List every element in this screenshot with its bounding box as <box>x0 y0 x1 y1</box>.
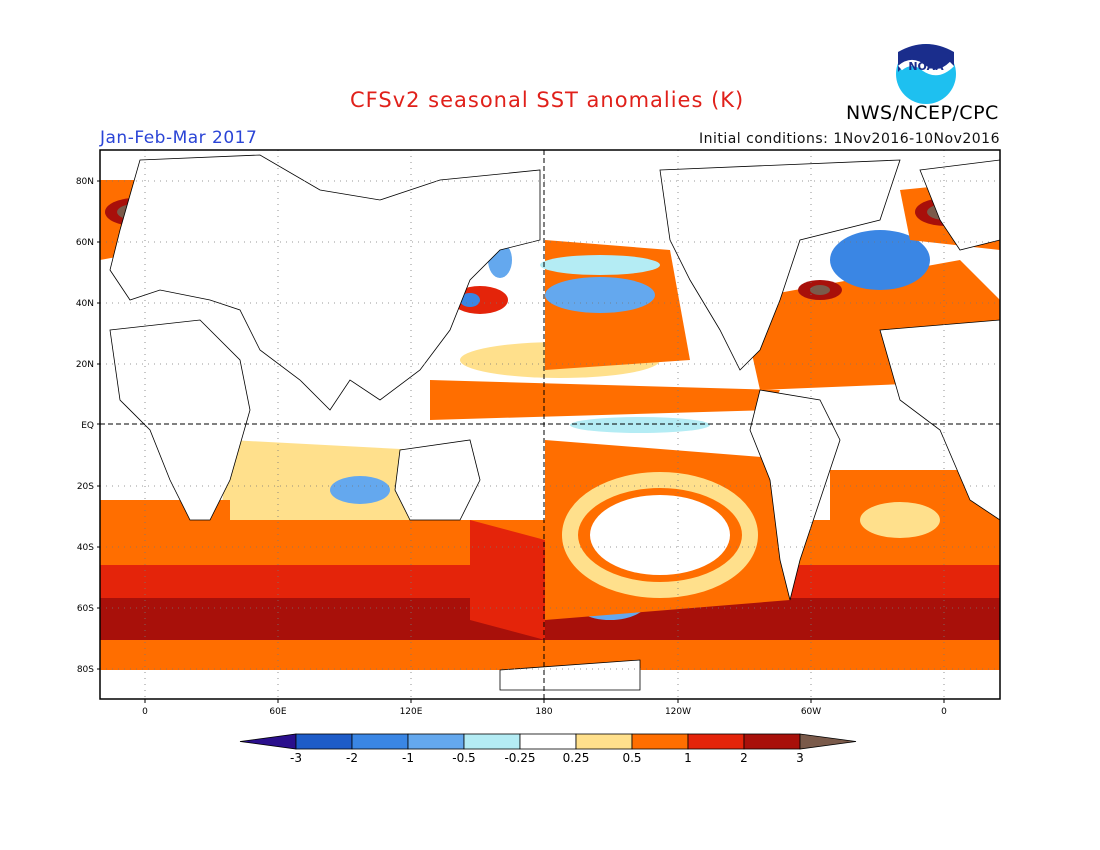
colorbar-tick-label: 2 <box>740 751 748 765</box>
lon-tick: 60E <box>269 707 286 717</box>
colorbar-tick-label: -0.5 <box>452 751 475 765</box>
colorbar-tick-label: -2 <box>346 751 358 765</box>
lat-tick: EQ <box>81 421 94 431</box>
lat-tick: 60S <box>77 604 94 614</box>
colorbar: -3 -2 -1 -0.5 -0.25 0.25 0.5 1 2 3 <box>239 733 857 765</box>
lon-tick: 120E <box>400 707 423 717</box>
colorbar-swatch <box>687 733 745 750</box>
lon-tick: 60W <box>801 707 821 717</box>
anomaly-indian-ocean <box>220 440 420 520</box>
initial-conditions-label: Initial conditions: 1Nov2016-10Nov2016 <box>698 131 1000 147</box>
colorbar-swatch <box>295 733 353 750</box>
continents <box>109 154 1000 691</box>
colorbar-swatch <box>519 733 577 750</box>
anomaly-equatorial-pacific <box>430 380 780 420</box>
chart-title: CFSv2 seasonal SST anomalies (K) <box>350 88 745 112</box>
colorbar-arrow-low <box>239 733 297 750</box>
landmass-north-america <box>659 159 901 371</box>
colorbar-arrow-high <box>799 733 857 750</box>
colorbar-swatch <box>631 733 689 750</box>
latitude-ticks: 80N 60N 40N 20N EQ 20S 40S 60S 80S <box>76 177 94 675</box>
colorbar-swatch <box>575 733 633 750</box>
colorbar-swatch <box>463 733 521 750</box>
agency-label: NWS/NCEP/CPC <box>846 102 999 124</box>
longitude-ticks: 0 60E 120E 180 120W 60W 0 <box>142 707 947 717</box>
lon-tick: 180 <box>535 707 552 717</box>
reference-lines <box>100 150 1000 699</box>
colorbar-swatch <box>743 733 801 750</box>
lat-tick: 60N <box>76 238 94 248</box>
landmass-europe-repeat <box>919 159 1000 251</box>
svg-text:NOAA: NOAA <box>908 60 944 73</box>
neutral-patch-south-pacific <box>590 495 730 575</box>
landmass-africa-repeat <box>879 319 1000 521</box>
landmass-australia <box>394 439 481 521</box>
grid-lines <box>100 150 1000 699</box>
colorbar-tick-label: -1 <box>402 751 414 765</box>
lat-tick: 80N <box>76 177 94 187</box>
landmass-eurasia <box>109 154 541 411</box>
lat-tick: 40N <box>76 299 94 309</box>
colorbar-tick-label: -0.25 <box>504 751 535 765</box>
lon-tick: 0 <box>142 707 148 717</box>
colorbar-tick-label: 0.5 <box>622 751 641 765</box>
landmass-africa <box>109 319 251 521</box>
lat-tick: 20N <box>76 360 94 370</box>
colorbar-tick-label: 0.25 <box>563 751 590 765</box>
lat-tick: 20S <box>77 482 94 492</box>
colorbar-tick-label: 1 <box>684 751 692 765</box>
noaa-logo: NOAA <box>894 42 958 110</box>
colorbar-swatch <box>407 733 465 750</box>
lat-tick: 80S <box>77 665 94 675</box>
colorbar-swatch <box>351 733 409 750</box>
cool-patch-north-pacific <box>545 277 655 313</box>
colorbar-tick-label: 3 <box>796 751 804 765</box>
lon-tick: 120W <box>665 707 691 717</box>
lon-tick: 0 <box>941 707 947 717</box>
anomaly-tasman-sea <box>470 520 545 640</box>
cool-patch-equator <box>570 417 710 433</box>
season-label: Jan-Feb-Mar 2017 <box>100 128 258 148</box>
landmass-south-america <box>749 389 841 601</box>
cool-patch-indian-ocean <box>330 476 390 504</box>
lat-tick: 40S <box>77 543 94 553</box>
colorbar-tick-label: -3 <box>290 751 302 765</box>
anomaly-band-antarctic-edge <box>100 640 1000 670</box>
anomaly-field <box>100 154 1000 691</box>
cool-patch-north-atlantic <box>830 230 930 290</box>
landmass-antarctica <box>499 659 641 691</box>
